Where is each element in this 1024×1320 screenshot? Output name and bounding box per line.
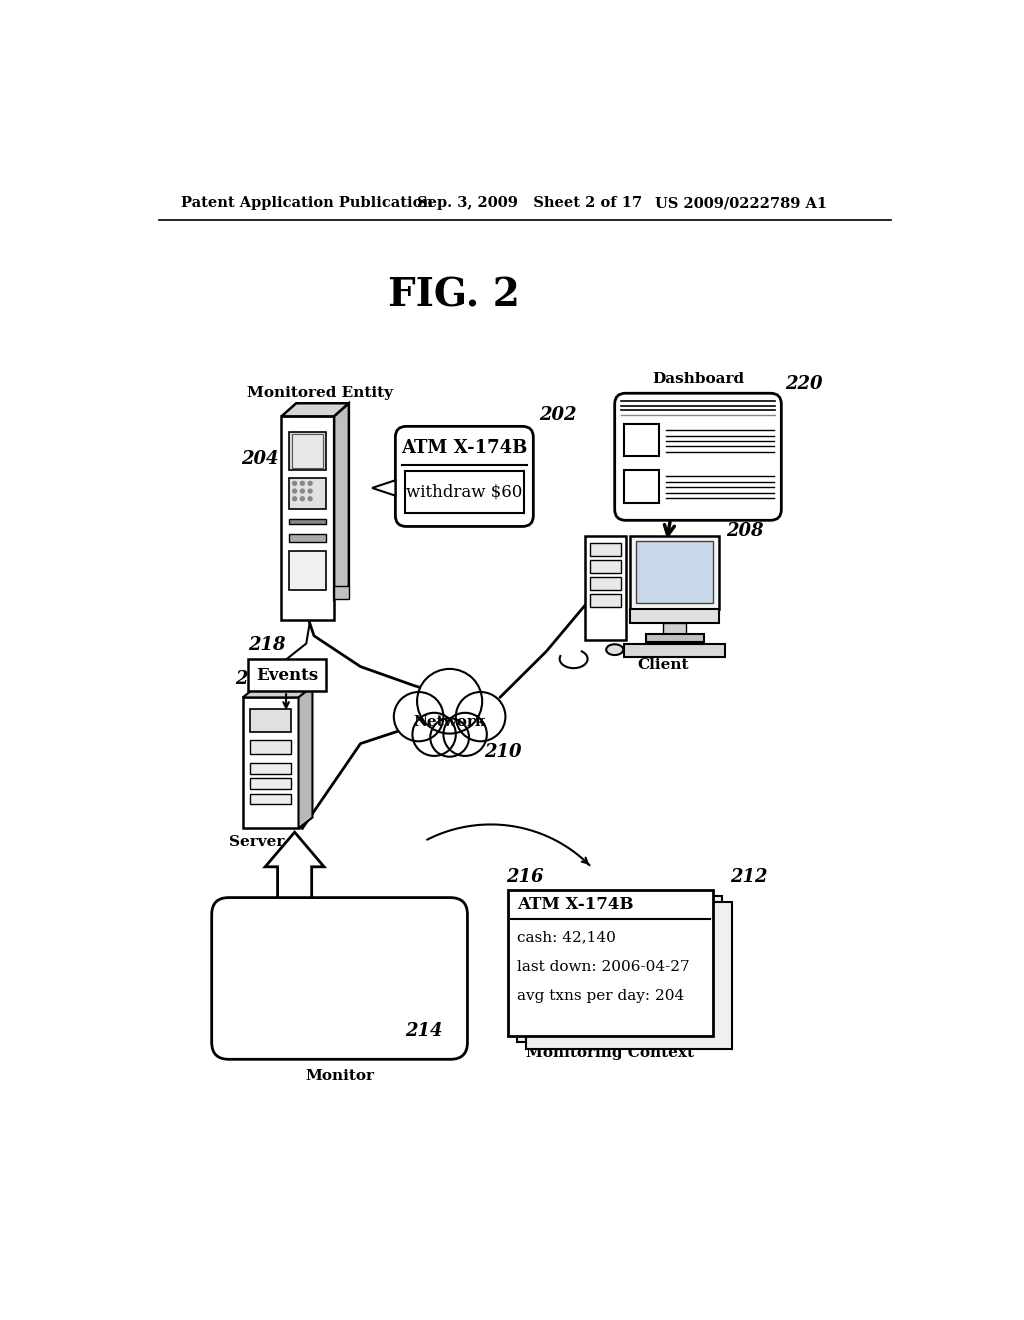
Bar: [590, 560, 621, 573]
Bar: [292, 434, 324, 469]
Bar: [590, 544, 621, 556]
Bar: [289, 519, 327, 524]
Bar: [590, 594, 621, 607]
Polygon shape: [243, 686, 312, 697]
Ellipse shape: [606, 644, 624, 655]
Bar: [251, 793, 291, 804]
Text: Client: Client: [637, 659, 688, 672]
Circle shape: [443, 713, 486, 756]
Bar: [636, 541, 713, 603]
Text: FIG. 2: FIG. 2: [387, 276, 519, 314]
Text: Server: Server: [228, 836, 284, 849]
Text: 214: 214: [406, 1022, 443, 1040]
Bar: [251, 709, 291, 733]
Text: last down: 2006-04-27: last down: 2006-04-27: [517, 960, 690, 974]
Circle shape: [417, 669, 482, 734]
Circle shape: [300, 490, 304, 492]
Text: 218: 218: [248, 636, 286, 653]
Text: Patent Application Publication: Patent Application Publication: [180, 197, 433, 210]
Circle shape: [308, 482, 312, 486]
Text: 210: 210: [484, 743, 522, 762]
Text: 202: 202: [540, 407, 578, 424]
Circle shape: [413, 713, 456, 756]
Bar: [624, 424, 658, 457]
Bar: [526, 903, 732, 1048]
Circle shape: [308, 490, 312, 492]
Text: 206: 206: [234, 669, 272, 688]
Text: Monitored Entity: Monitored Entity: [247, 387, 393, 400]
Bar: [663, 623, 686, 635]
Circle shape: [394, 692, 443, 742]
Circle shape: [293, 490, 297, 492]
Text: avg txns per day: 204: avg txns per day: 204: [517, 989, 684, 1003]
Text: Network: Network: [414, 715, 485, 729]
Bar: [624, 470, 658, 503]
Bar: [289, 432, 327, 470]
Polygon shape: [334, 404, 349, 599]
FancyBboxPatch shape: [614, 393, 781, 520]
Polygon shape: [265, 832, 324, 898]
Bar: [334, 586, 349, 599]
Text: Monitor: Monitor: [305, 1069, 374, 1084]
Bar: [251, 779, 291, 789]
Text: Monitoring Context: Monitoring Context: [526, 1047, 694, 1060]
FancyBboxPatch shape: [212, 898, 467, 1059]
Text: 208: 208: [726, 521, 764, 540]
Polygon shape: [282, 404, 349, 416]
Text: 204: 204: [241, 450, 279, 467]
Circle shape: [300, 496, 304, 500]
Text: Sep. 3, 2009   Sheet 2 of 17: Sep. 3, 2009 Sheet 2 of 17: [417, 197, 642, 210]
Bar: [586, 536, 626, 640]
Text: ATM X-174B: ATM X-174B: [517, 896, 634, 913]
Circle shape: [430, 718, 469, 756]
Bar: [289, 535, 327, 543]
Text: 212: 212: [730, 869, 768, 886]
Bar: [404, 471, 524, 513]
Bar: [289, 478, 327, 508]
Text: withdraw $60: withdraw $60: [407, 483, 522, 500]
Text: 216: 216: [506, 869, 544, 886]
Bar: [630, 536, 719, 609]
Text: cash: 42,140: cash: 42,140: [517, 931, 615, 945]
Polygon shape: [299, 686, 312, 829]
FancyBboxPatch shape: [395, 426, 534, 527]
Bar: [289, 552, 327, 590]
Circle shape: [293, 496, 297, 500]
Circle shape: [308, 496, 312, 500]
Circle shape: [300, 482, 304, 486]
Circle shape: [293, 482, 297, 486]
Bar: [590, 577, 621, 590]
Bar: [624, 644, 725, 657]
Bar: [646, 635, 703, 642]
Polygon shape: [372, 480, 395, 496]
Bar: [282, 416, 334, 620]
Bar: [630, 609, 719, 623]
Text: Dashboard: Dashboard: [652, 372, 744, 387]
Bar: [251, 763, 291, 774]
Bar: [243, 697, 299, 829]
Text: ATM X-174B: ATM X-174B: [401, 440, 527, 457]
Bar: [517, 896, 722, 1043]
Text: Events: Events: [256, 667, 317, 684]
Bar: [251, 739, 291, 754]
Bar: [508, 890, 713, 1036]
Text: US 2009/0222789 A1: US 2009/0222789 A1: [655, 197, 827, 210]
Circle shape: [456, 692, 506, 742]
Text: 220: 220: [785, 375, 822, 393]
Bar: [248, 659, 326, 692]
